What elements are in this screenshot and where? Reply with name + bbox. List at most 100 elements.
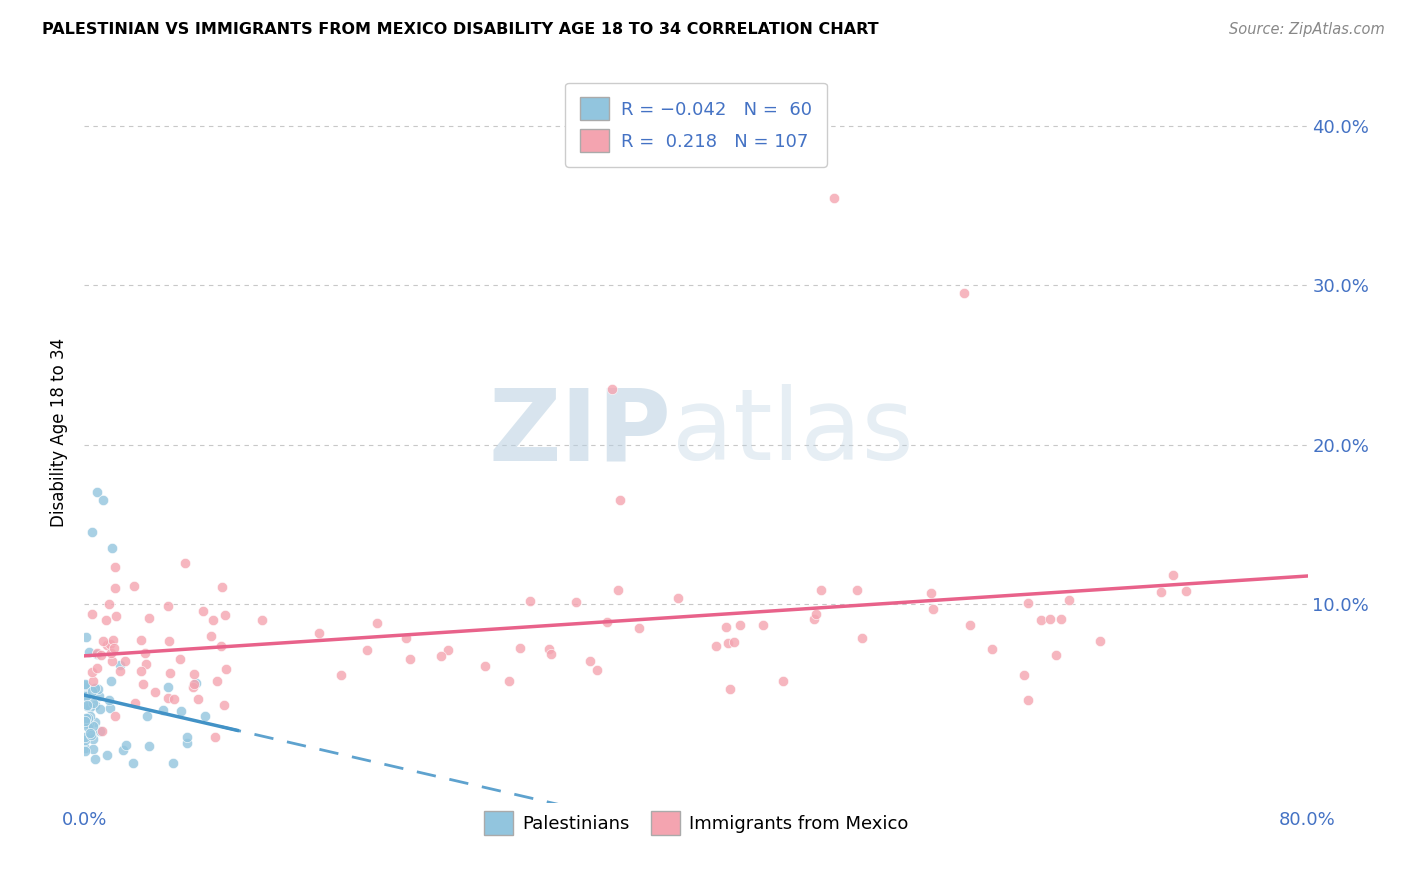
Point [399,652,422,666]
Point [600,382,623,396]
Point [108,658,131,673]
Point [76,681,98,695]
Point [211,580,233,594]
Point [80,665,103,679]
Point [84,681,107,695]
Point [100,674,122,689]
Point [86,485,108,500]
Point [132,677,155,691]
Point [717,636,740,650]
Point [82,696,104,710]
Point [103,641,125,656]
Point [136,709,159,723]
Point [124,696,146,710]
Point [252,613,274,627]
Point [129,633,152,648]
Point [157,599,180,614]
Point [152,703,174,717]
Point [163,692,186,706]
Point [1012,668,1035,682]
Point [586,663,609,677]
Point [90,648,112,662]
Point [728,617,751,632]
Point [82,719,104,733]
Point [714,619,737,633]
Point [73,744,96,758]
Point [959,617,981,632]
Point [94,613,117,627]
Point [86,661,108,675]
Point [75,689,97,703]
Point [76,698,98,713]
Point [723,634,745,648]
Point [429,649,451,664]
Point [111,743,134,757]
Point [176,737,198,751]
Text: ZIP: ZIP [489,384,672,481]
Point [1088,633,1111,648]
Point [77,710,100,724]
Point [565,595,588,609]
Point [73,714,96,728]
Point [79,699,101,714]
Point [73,679,96,693]
Point [540,647,562,661]
Point [73,678,96,692]
Point [207,674,229,689]
Point [138,611,160,625]
Point [96,747,118,762]
Point [103,632,125,647]
Point [83,752,105,766]
Point [159,665,181,680]
Point [98,597,121,611]
Point [215,663,238,677]
Point [82,673,104,688]
Point [82,684,104,698]
Point [752,617,775,632]
Point [86,646,108,660]
Point [200,629,222,643]
Y-axis label: Disability Age 18 to 34: Disability Age 18 to 34 [51,338,69,527]
Point [176,731,198,745]
Point [181,680,204,694]
Point [76,699,98,714]
Point [1150,585,1173,599]
Point [82,741,104,756]
Point [169,651,191,665]
Point [803,612,825,626]
Point [82,732,104,747]
Point [98,692,121,706]
Point [104,608,127,623]
Point [79,725,101,739]
Point [86,647,108,661]
Point [80,525,103,540]
Point [609,493,631,508]
Point [75,732,97,747]
Point [578,654,600,668]
Point [156,690,179,705]
Point [498,674,520,689]
Point [114,654,136,668]
Point [704,639,727,653]
Point [89,702,111,716]
Point [627,621,650,635]
Point [921,602,943,616]
Point [91,493,114,508]
Point [75,689,97,703]
Point [437,643,460,657]
Point [356,642,378,657]
Point [129,664,152,678]
Point [121,756,143,770]
Point [100,654,122,668]
Point [89,724,111,739]
Point [91,634,114,648]
Point [76,720,98,734]
Point [194,709,217,723]
Point [1045,648,1067,663]
Point [98,637,121,651]
Point [157,633,180,648]
Point [77,644,100,658]
Point [211,639,233,653]
Point [214,698,236,712]
Point [87,690,110,704]
